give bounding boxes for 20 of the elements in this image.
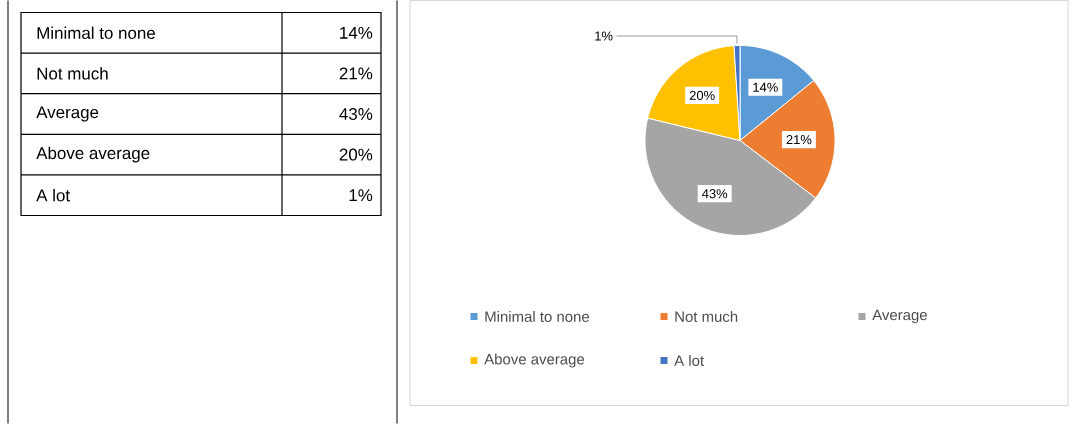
category-label: Above average	[36, 146, 150, 163]
category-label: Minimal to none	[37, 26, 155, 40]
text: 21%	[339, 67, 373, 80]
data-label: 21%	[786, 135, 812, 145]
text: 14%	[340, 26, 373, 39]
category-label: Not much	[37, 67, 108, 80]
data-label: 43%	[702, 189, 728, 199]
text: 1%	[349, 189, 373, 202]
legend-label: Not much	[675, 311, 738, 322]
data-label: 1%	[595, 31, 613, 41]
text: 43%	[339, 108, 373, 120]
data-label: 20%	[689, 90, 715, 100]
legend-label: Average	[872, 309, 927, 324]
text: 20%	[339, 148, 373, 161]
data-label: 14%	[753, 82, 778, 92]
category-label: A lot	[36, 188, 70, 202]
legend-label: A lot	[674, 355, 704, 366]
legend-label: Above average	[484, 353, 585, 368]
category-label: Average	[36, 106, 99, 122]
legend-label: Minimal to none	[485, 311, 589, 322]
